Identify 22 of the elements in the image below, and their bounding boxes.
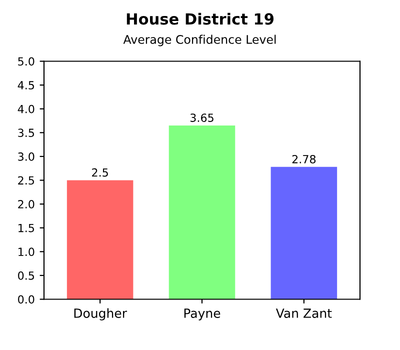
chart-title: House District 19 <box>126 12 274 25</box>
y-tick-label: 3.5 <box>18 128 34 138</box>
y-tick-label: 0.0 <box>18 295 34 304</box>
y-tick-label: 3.0 <box>18 152 34 161</box>
data-label: 2.78 <box>292 154 316 164</box>
data-label: 3.65 <box>190 114 214 122</box>
y-tick-label: 4.0 <box>18 104 34 114</box>
y-tick-label: 2.5 <box>18 176 34 185</box>
y-tick-label: 1.5 <box>18 224 34 232</box>
y-tick-label: 2.0 <box>18 200 34 208</box>
y-tick-label: 4.5 <box>18 81 34 90</box>
x-tick-label: Van Zant <box>276 308 332 318</box>
y-tick-label: 1.0 <box>18 248 34 256</box>
chart-subtitle: Average Confidence Level <box>123 34 276 46</box>
bar <box>66 180 134 300</box>
x-tick-label: Payne <box>184 308 220 320</box>
y-tick-label: 0.5 <box>18 271 34 280</box>
x-tick-label: Dougher <box>74 308 128 320</box>
y-tick-label: 5.0 <box>18 57 34 66</box>
bar <box>168 126 236 300</box>
data-label: 2.5 <box>92 168 108 177</box>
bar <box>270 166 338 300</box>
